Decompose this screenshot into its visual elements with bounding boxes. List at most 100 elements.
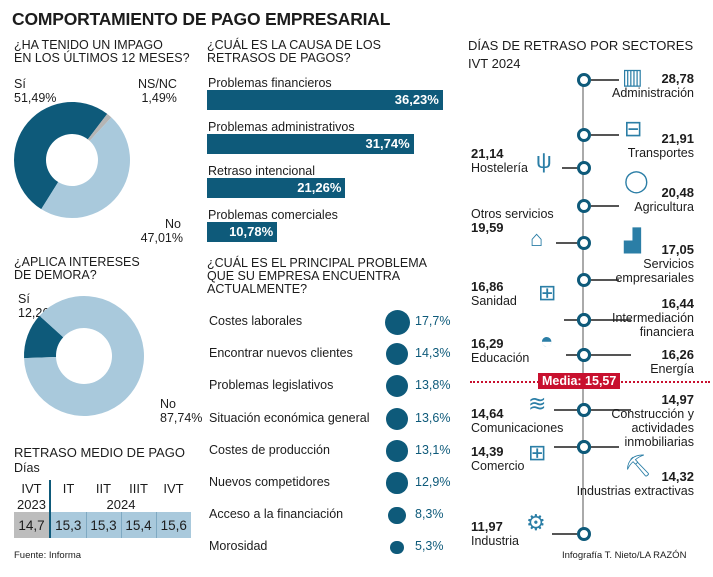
dot-row-label: Situación económica general xyxy=(209,410,370,425)
dot-mark xyxy=(384,309,410,335)
pie1-nsnc-value: 1,49% xyxy=(141,91,177,105)
pie1-slice-0 xyxy=(14,102,108,210)
pie2-si-name: Sí xyxy=(18,292,30,306)
sector-value: 28,78 xyxy=(661,71,694,86)
bars-title: ¿CUÁL ES LA CAUSA DE LOS RETRASOS DE PAG… xyxy=(207,39,381,65)
sector-item: 21,14 Hostelería xyxy=(471,147,528,176)
credit: Infografía T. Nieto/LA RAZÓN xyxy=(562,550,687,561)
sector-dot xyxy=(577,128,591,142)
dot-row-value: 5,3% xyxy=(415,539,444,554)
pie1-title-line1: ¿HA TENIDO UN IMPAGO xyxy=(14,38,163,52)
rm-subtitle: Días xyxy=(14,461,40,475)
sector-connector xyxy=(564,319,577,321)
sector-item: 14,32 Industrias extractivas xyxy=(574,470,694,499)
dot-mark xyxy=(390,540,404,555)
sector-name: Industria xyxy=(471,534,519,548)
sector-connector xyxy=(591,134,619,136)
pie2-no-name: No xyxy=(160,397,176,411)
rm-col-0: IVT xyxy=(14,480,51,496)
sector-value: 16,44 xyxy=(661,296,694,311)
dots-title-line2: QUE SU EMPRESA ENCUENTRA xyxy=(207,269,401,283)
pie2-slice-1 xyxy=(24,296,144,416)
sector-value: 14,64 xyxy=(471,406,504,421)
sector-dot xyxy=(577,348,591,362)
dot-row-value: 13,8% xyxy=(415,378,451,393)
bars-title-line2: RETRASOS DE PAGOS? xyxy=(207,51,351,65)
pie2-label-no: No 87,74% xyxy=(160,397,202,425)
sector-item: 14,97 Construcción y actividades inmobili… xyxy=(574,393,694,450)
sector-value: 20,48 xyxy=(661,185,694,200)
source: Fuente: Informa xyxy=(14,550,82,561)
dot-row-value: 13,6% xyxy=(415,410,451,425)
sector-connector xyxy=(591,446,619,448)
sector-name: Comercio xyxy=(471,459,525,473)
dot-row: Situación económica general 13,6% xyxy=(209,407,459,431)
pie1-title-line2: EN LOS ÚLTIMOS 12 MESES? xyxy=(14,51,190,65)
sector-dot xyxy=(577,273,591,287)
sector-value: 21,91 xyxy=(661,131,694,146)
pie1-si-name: Sí xyxy=(14,77,26,91)
sector-item: 28,78 Administración xyxy=(574,71,694,101)
pie1-no-value: 47,01% xyxy=(140,231,183,245)
rm-col-3: IIIT xyxy=(129,480,148,496)
dot-mark xyxy=(386,407,408,430)
sector-connector xyxy=(552,533,577,535)
sector-value: 16,29 xyxy=(471,336,504,351)
sector-name: Administración xyxy=(612,86,694,100)
dot-row-label: Costes laborales xyxy=(209,314,303,328)
sector-dot xyxy=(577,313,591,327)
sector-dot xyxy=(577,527,591,541)
dot-mark xyxy=(386,472,408,494)
pie1-si-value: 51,49% xyxy=(14,91,57,105)
dot-mark xyxy=(385,375,409,398)
bar: 36,23% xyxy=(207,90,443,110)
bar-label: Retraso intencional xyxy=(208,164,316,178)
sector-item: 14,39 Comercio xyxy=(471,444,525,474)
dot-row: Problemas legislativos 13,8% xyxy=(209,374,459,398)
rm-value-3: 15,4 xyxy=(121,512,157,538)
gears-icon: ⚙ xyxy=(526,510,546,535)
pie1-slice-2 xyxy=(41,117,130,218)
sectors-subtitle: IVT 2024 xyxy=(468,56,521,71)
sector-value: 16,26 xyxy=(661,347,694,362)
bar-label: Problemas administrativos xyxy=(208,120,355,134)
sector-name: Transportes xyxy=(627,146,694,160)
sector-connector xyxy=(591,279,619,281)
rm-year-2024: 2024 xyxy=(106,496,136,512)
pie2-chart xyxy=(24,296,144,416)
filing-cabinet-icon: ▥ xyxy=(622,64,643,89)
pie2-title: ¿APLICA INTERESES DE DEMORA? xyxy=(14,256,140,282)
sector-item: 16,29 Educación xyxy=(471,336,529,366)
rm-col-1: IT xyxy=(62,480,75,496)
pie2-title-line2: DE DEMORA? xyxy=(14,268,97,282)
apple-icon: ◯ xyxy=(624,168,649,193)
bus-icon: ⊟ xyxy=(624,116,643,141)
sector-dot xyxy=(577,403,591,417)
wifi-icon: ≋ xyxy=(528,391,547,416)
shop-icon: ⌂ xyxy=(530,226,544,251)
rm-col-2: IIT xyxy=(95,480,112,496)
dot-row: Acceso a la financiación 8,3% xyxy=(209,503,459,527)
dots-title-line1: ¿CUÁL ES EL PRINCIPAL PROBLEMA xyxy=(207,256,427,270)
rm-title: RETRASO MEDIO DE PAGO xyxy=(14,445,185,460)
bar-label: Problemas comerciales xyxy=(208,208,338,222)
sector-connector xyxy=(556,242,577,244)
sector-connector xyxy=(591,79,619,81)
dot-row-value: 12,9% xyxy=(415,475,451,489)
sector-dot xyxy=(577,236,591,250)
dot-mark xyxy=(386,440,408,462)
dot-row: Morosidad 5,3% xyxy=(209,535,459,559)
sector-dot xyxy=(577,199,591,213)
dot-row: Costes de producción 13,1% xyxy=(209,439,459,463)
dot-mark xyxy=(385,342,409,366)
page-title: COMPORTAMIENTO DE PAGO EMPRESARIAL xyxy=(12,9,391,29)
dot-row-value: 17,7% xyxy=(415,314,451,328)
sector-value: 14,39 xyxy=(471,444,504,459)
dot-row: Encontrar nuevos clientes 14,3% xyxy=(209,342,459,366)
dot-row: Costes laborales 17,7% xyxy=(209,309,459,335)
dot-row-label: Costes de producción xyxy=(209,442,330,457)
pie1-label-si: Sí 51,49% xyxy=(14,77,56,105)
sector-name: Servicios empresariales xyxy=(615,257,694,285)
sector-item: 11,97 Industria xyxy=(471,519,519,549)
sector-value: 11,97 xyxy=(471,519,503,534)
